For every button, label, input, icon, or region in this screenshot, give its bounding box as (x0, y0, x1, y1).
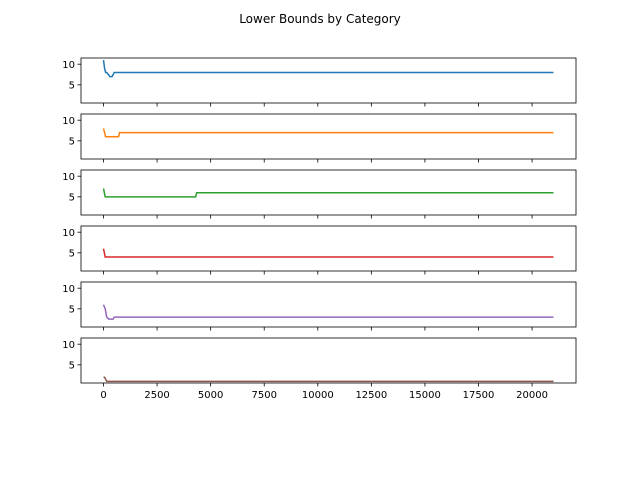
x-tick-label: 15000 (409, 390, 441, 401)
series-line-5 (102, 304, 554, 320)
subplot-frame (80, 337, 577, 384)
x-tick-label: 5000 (198, 390, 223, 401)
subplot-frame (80, 169, 577, 216)
series-line-6 (103, 376, 554, 383)
subplot-1: 5 10 (62, 57, 577, 107)
subplot-3: 5 10 (62, 169, 577, 219)
subplot-6: 5 10 0 2500 5000 7500 10000 12500 15000 17500 2000… (62, 337, 577, 401)
x-tick-label: 12500 (355, 390, 387, 401)
y-tick-label: 10 (62, 228, 75, 239)
y-tick-label: 10 (62, 116, 75, 127)
series-line-1 (102, 59, 554, 78)
y-tick-label: 10 (62, 284, 75, 295)
y-tick-label: 5 (69, 360, 75, 371)
series-line-2 (102, 128, 554, 138)
y-tick-label: 10 (62, 60, 75, 71)
y-tick-label: 5 (69, 304, 75, 315)
x-tick-label: 17500 (463, 390, 495, 401)
subplot-frame (80, 281, 577, 328)
subplot-frame (80, 113, 577, 160)
series-line-4 (102, 248, 554, 258)
subplot-5: 5 10 (62, 281, 577, 331)
y-tick-label: 5 (69, 136, 75, 147)
series-line-3 (102, 188, 554, 198)
x-tick-label: 7500 (251, 390, 276, 401)
y-tick-label: 10 (62, 340, 75, 351)
subplot-panels: 5 10 5 10 5 10 5 10 5 10 5 10 0 2500 5000 7500 10000 1250… (62, 57, 577, 401)
y-tick-label: 5 (69, 80, 75, 91)
x-tick-label: 0 (100, 390, 106, 401)
y-tick-label: 5 (69, 192, 75, 203)
subplot-4: 5 10 (62, 225, 577, 275)
subplot-2: 5 10 (62, 113, 577, 163)
x-tick-label: 2500 (144, 390, 169, 401)
chart-title: Lower Bounds by Category (239, 12, 401, 26)
y-tick-label: 10 (62, 172, 75, 183)
subplot-frame (80, 225, 577, 272)
x-tick-label: 10000 (302, 390, 334, 401)
y-tick-label: 5 (69, 248, 75, 259)
subplot-frame (80, 57, 577, 104)
x-tick-label: 20000 (516, 390, 548, 401)
